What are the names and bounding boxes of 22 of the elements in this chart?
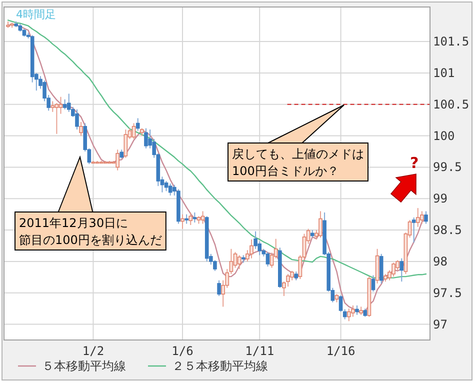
legend-label: ５本移動平均線 (42, 359, 126, 373)
x-tick-label: 1/16 (326, 344, 356, 358)
y-tick-label: 97.5 (433, 286, 462, 300)
annotation: 4時間足 (16, 8, 56, 21)
y-tick-label: 97 (433, 317, 448, 332)
annotation: 2011年12月30日に (19, 216, 128, 230)
legend-label: ２５本移動平均線 (172, 359, 268, 373)
y-tick-label: 101.5 (433, 34, 470, 49)
annotation: 節目の100円を割り込んだ (19, 233, 162, 247)
y-tick-label: 101 (433, 66, 455, 80)
y-tick-label: 98 (433, 254, 448, 268)
y-tick-label: 98.5 (433, 223, 462, 238)
x-tick-label: 1/6 (172, 344, 194, 358)
y-tick-label: 99.5 (433, 160, 462, 174)
annotation: ? (410, 154, 419, 172)
y-tick-label: 99 (433, 192, 448, 206)
y-tick-label: 100 (433, 128, 455, 143)
y-tick-label: 100.5 (433, 97, 470, 112)
annotation: 100円台ミドルか？ (232, 164, 339, 178)
x-tick-label: 1/2 (82, 344, 104, 358)
x-tick-label: 1/11 (245, 344, 274, 358)
annotation: 戻しても、上値のメドは (232, 147, 364, 161)
